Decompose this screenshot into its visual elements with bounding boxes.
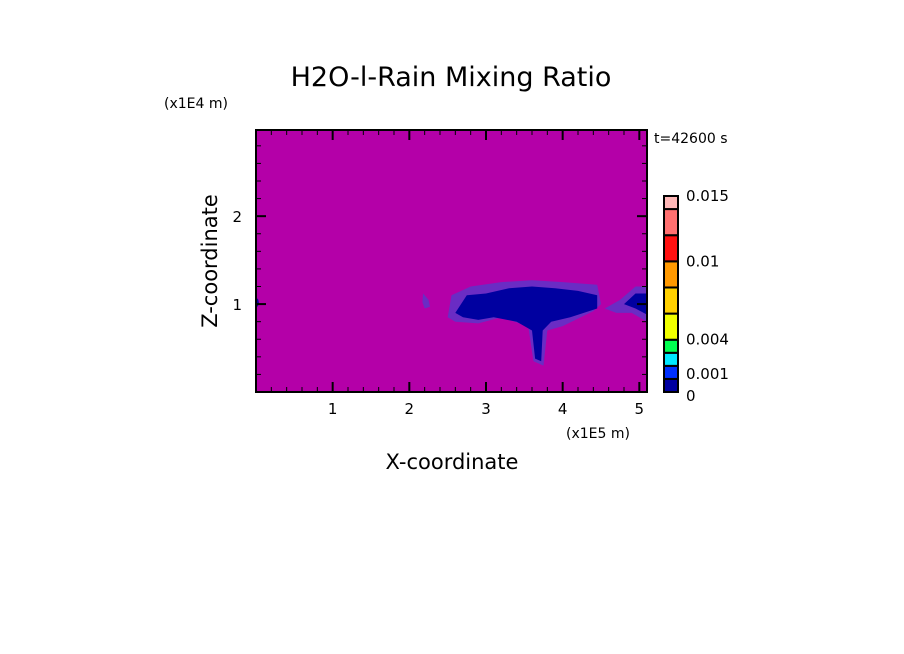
x-tick-label: 4 — [558, 400, 568, 418]
rain-region-core — [455, 286, 598, 362]
colorbar-bin — [663, 260, 679, 289]
colorbar-bin — [663, 286, 679, 315]
colorbar-label: 0 — [686, 387, 696, 405]
colorbar-bin — [663, 208, 679, 237]
colorbar-label: 0.01 — [686, 252, 719, 270]
colorbar-label: 0.015 — [686, 187, 729, 205]
axis-ticks: 1 2 3 4 5 1 2 — [232, 130, 647, 418]
x-tick-label: 5 — [635, 400, 645, 418]
colorbar-bin — [663, 364, 679, 380]
x-tick-label: 2 — [405, 400, 415, 418]
colorbar-bin — [663, 312, 679, 341]
y-tick-label: 1 — [232, 296, 242, 314]
colorbar-bin — [663, 234, 679, 263]
colorbar-bin — [663, 338, 679, 354]
y-unit-label: (x1E4 m) — [164, 96, 228, 112]
colorbar-label: 0.001 — [686, 365, 729, 383]
field-background — [256, 130, 647, 392]
y-tick-label: 2 — [232, 208, 242, 226]
colorbar-bin — [663, 351, 679, 367]
rain-region-core — [624, 293, 647, 315]
x-unit-label: (x1E5 m) — [566, 426, 630, 442]
time-label: t=42600 s — [654, 131, 728, 147]
rain-regions — [256, 280, 647, 366]
x-axis-label: X-coordinate — [386, 450, 519, 474]
colorbar: 0 0.001 0.004 0.01 0.015 — [663, 187, 729, 405]
x-tick-label: 3 — [481, 400, 491, 418]
rain-region-fringe — [422, 293, 430, 309]
colorbar-label: 0.004 — [686, 331, 729, 349]
plot-frame — [255, 129, 648, 393]
colorbar-bin — [663, 377, 679, 393]
x-tick-label: 1 — [328, 400, 338, 418]
chart-title: H2O-l-Rain Mixing Ratio — [291, 62, 612, 93]
plot-area — [256, 130, 647, 392]
y-axis-label: Z-coordinate — [198, 194, 222, 328]
colorbar-bin — [663, 195, 679, 211]
